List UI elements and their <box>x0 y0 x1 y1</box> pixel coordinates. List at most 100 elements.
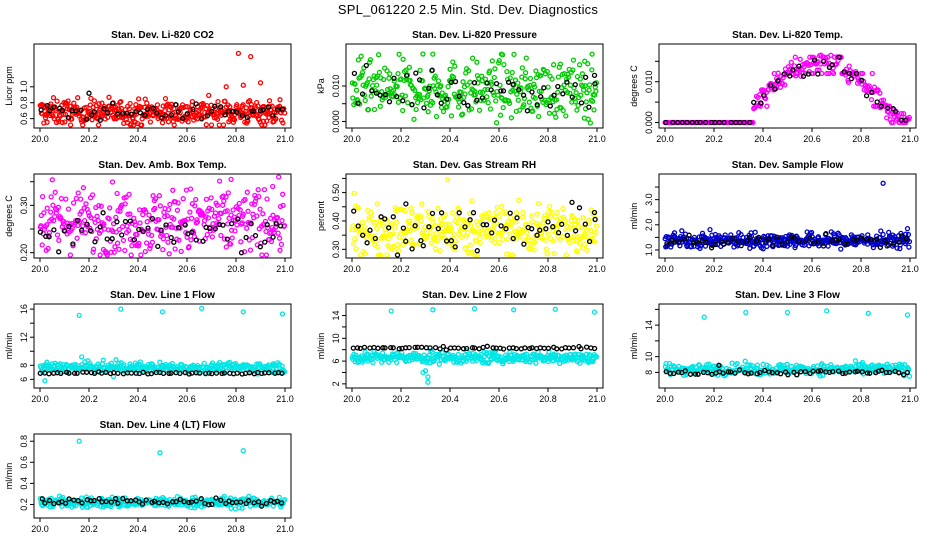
primary-point <box>189 215 195 222</box>
primary-point <box>549 76 555 82</box>
primary-point <box>194 219 201 225</box>
secondary-point <box>115 500 121 506</box>
outlier-point <box>824 308 830 314</box>
primary-point <box>149 239 156 245</box>
primary-point <box>240 211 246 217</box>
secondary-point <box>551 92 557 98</box>
primary-point <box>368 93 374 99</box>
primary-point <box>48 194 54 200</box>
primary-point <box>49 177 55 183</box>
primary-point <box>216 122 222 128</box>
secondary-point <box>682 368 689 374</box>
primary-point <box>494 204 501 211</box>
secondary-point <box>687 371 694 377</box>
secondary-point <box>846 70 852 77</box>
primary-point <box>89 117 95 123</box>
secondary-point <box>74 217 81 224</box>
secondary-point <box>516 87 522 93</box>
primary-point <box>699 230 706 236</box>
primary-point <box>203 122 209 128</box>
primary-point <box>469 55 476 61</box>
primary-point <box>438 83 444 89</box>
primary-point <box>204 102 210 109</box>
secondary-series <box>38 90 286 123</box>
primary-point <box>260 211 266 217</box>
primary-point <box>409 210 415 216</box>
primary-point <box>52 189 58 195</box>
primary-point <box>126 191 132 198</box>
secondary-point <box>229 220 235 227</box>
y-tick-label: 0.50 <box>331 184 341 202</box>
primary-point <box>362 250 368 257</box>
primary-point <box>438 221 444 227</box>
primary-point <box>399 207 405 213</box>
x-tick-label: 20.8 <box>539 134 557 144</box>
primary-point <box>498 232 504 238</box>
primary-point <box>551 250 557 257</box>
subplot-title: Stan. Dev. Line 3 Flow <box>735 290 840 301</box>
secondary-point <box>190 106 196 113</box>
secondary-point <box>351 208 357 214</box>
secondary-point <box>391 75 397 81</box>
primary-point <box>154 102 161 108</box>
secondary-point <box>242 370 249 377</box>
x-tick-label: 20.2 <box>705 264 723 274</box>
secondary-point <box>151 498 158 504</box>
secondary-point <box>784 238 791 245</box>
primary-point <box>527 245 533 252</box>
secondary-point <box>56 249 62 255</box>
primary-point <box>109 179 116 185</box>
primary-point <box>449 210 456 216</box>
secondary-point <box>462 224 468 230</box>
primary-point <box>433 113 440 120</box>
subplot-title: Stan. Dev. Li-820 Temp. <box>732 30 843 41</box>
primary-point <box>593 223 600 229</box>
secondary-point <box>863 93 870 99</box>
primary-point <box>375 244 381 250</box>
primary-point <box>400 56 406 62</box>
primary-point <box>375 52 382 58</box>
secondary-point <box>815 71 821 77</box>
secondary-point <box>898 117 904 123</box>
primary-point <box>531 247 537 253</box>
secondary-point <box>274 498 280 504</box>
x-tick-label: 20.2 <box>392 264 410 274</box>
secondary-point <box>513 345 520 352</box>
primary-point <box>143 209 149 215</box>
primary-point <box>437 248 443 254</box>
secondary-point <box>83 369 90 375</box>
primary-point <box>390 87 397 93</box>
secondary-point <box>738 242 744 249</box>
secondary-point <box>829 62 835 68</box>
primary-point <box>374 201 380 207</box>
secondary-point <box>271 499 277 505</box>
plot-frame <box>33 173 292 259</box>
primary-point <box>460 79 466 85</box>
primary-point <box>555 89 561 95</box>
y-tick-label: 3.0 <box>644 193 654 206</box>
secondary-point <box>160 499 166 506</box>
outlier-point <box>388 308 394 314</box>
primary-point <box>499 209 506 216</box>
primary-point <box>427 229 433 236</box>
primary-point <box>784 361 790 368</box>
subplot-title: Stan. Dev. Line 2 Flow <box>422 290 527 301</box>
primary-point <box>94 213 100 219</box>
primary-point <box>379 97 385 103</box>
secondary-point <box>543 226 549 232</box>
secondary-point <box>878 103 884 109</box>
outlier-point <box>511 307 517 313</box>
primary-point <box>216 215 222 222</box>
secondary-point <box>39 496 45 502</box>
primary-point <box>221 493 227 500</box>
y-axis-label: Licor ppm <box>4 66 14 106</box>
secondary-point <box>207 225 213 232</box>
primary-point <box>194 217 200 223</box>
primary-point <box>420 51 426 57</box>
secondary-point <box>807 235 813 241</box>
secondary-point <box>168 370 174 376</box>
outlier-point <box>79 354 85 360</box>
secondary-point <box>811 57 818 63</box>
secondary-point <box>188 499 195 505</box>
main-title: SPL_061220 2.5 Min. Std. Dev. Diagnostic… <box>337 2 599 17</box>
